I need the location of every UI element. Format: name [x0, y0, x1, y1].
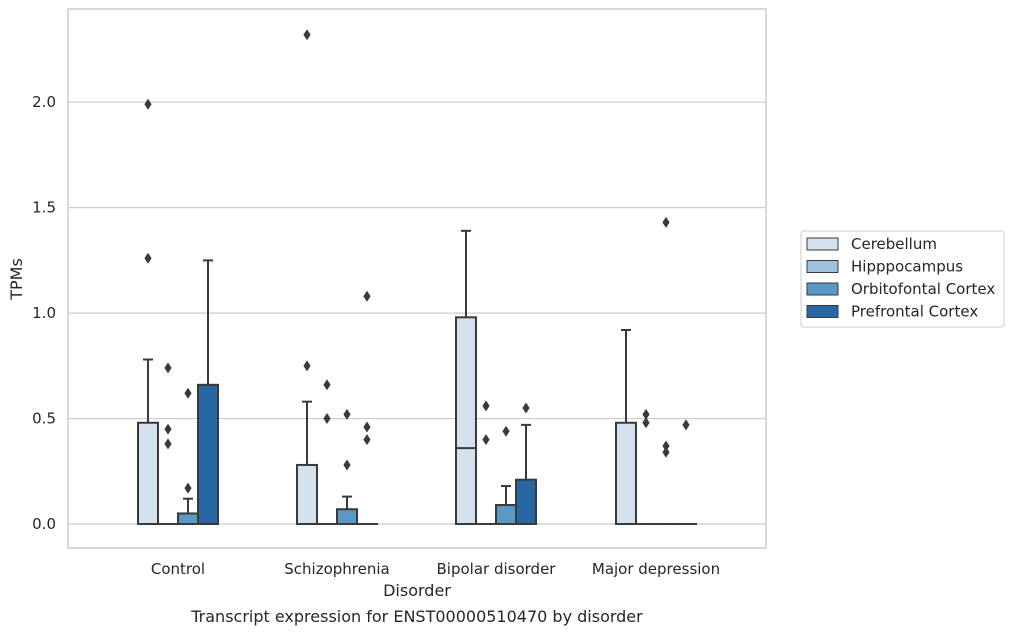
grid-lines — [68, 101, 766, 525]
box-group — [675, 419, 697, 526]
legend-swatch — [806, 305, 839, 318]
box-group — [475, 400, 497, 526]
box — [137, 421, 159, 526]
outlier-point — [323, 413, 331, 425]
y-tick-labels: 0.0 0.5 1.0 1.5 2.0 — [32, 93, 56, 533]
outlier-point — [144, 98, 152, 110]
legend-label: Prefrontal Cortex — [851, 303, 978, 321]
outlier-point — [522, 402, 530, 414]
legend-label: Cerebellum — [851, 235, 937, 253]
outlier-point — [482, 400, 490, 412]
x-tick-label: Schizophrenia — [284, 560, 389, 578]
series-1 — [157, 362, 657, 526]
outlier-point — [502, 425, 510, 437]
x-tick-label: Bipolar disorder — [437, 560, 557, 578]
box — [336, 508, 358, 525]
box-group — [137, 98, 159, 526]
legend-item: Cerebellum — [806, 235, 937, 253]
y-tick-label: 0.0 — [32, 515, 56, 533]
box — [615, 421, 637, 526]
outlier-point — [323, 379, 331, 391]
outlier-point — [482, 434, 490, 446]
legend-frame — [800, 230, 1005, 328]
box-group — [635, 408, 657, 526]
outlier-point — [164, 362, 172, 374]
box-group — [655, 216, 677, 526]
box — [296, 463, 318, 525]
legend-swatch — [806, 260, 839, 273]
outlier-point — [184, 387, 192, 399]
legend: Cerebellum Hipppocampus Orbitofontal Corte… — [800, 230, 1005, 328]
series-2 — [177, 216, 677, 526]
outlier-point — [343, 408, 351, 420]
box-group — [197, 259, 219, 525]
box-group — [356, 290, 378, 526]
box — [197, 383, 219, 525]
box-group — [615, 328, 637, 526]
box-group — [455, 229, 477, 525]
outlier-point — [363, 434, 371, 446]
box-group — [296, 29, 318, 525]
x-tick-label: Major depression — [592, 560, 720, 578]
box-group — [177, 387, 199, 526]
outlier-point — [642, 417, 650, 429]
legend-swatch — [806, 237, 839, 251]
outlier-point — [363, 421, 371, 433]
box — [495, 504, 517, 526]
box — [177, 512, 199, 526]
legend-item: Orbitofontal Cortex — [806, 280, 995, 298]
legend-item: Prefrontal Cortex — [806, 303, 978, 321]
outlier-point — [343, 459, 351, 471]
outlier-point — [303, 360, 311, 372]
outlier-point — [662, 440, 670, 452]
y-tick-label: 1.0 — [32, 304, 56, 322]
outlier-point — [363, 290, 371, 302]
legend-label: Orbitofontal Cortex — [851, 280, 995, 298]
y-axis-title: TPMs — [7, 258, 26, 301]
y-tick-label: 0.5 — [32, 410, 56, 428]
outlier-point — [642, 408, 650, 420]
box-group — [316, 379, 338, 526]
x-tick-labels: Control Schizophrenia Bipolar disorder Majo… — [151, 560, 720, 578]
plot-frame — [67, 8, 767, 549]
box-group — [515, 402, 537, 525]
outlier-point — [184, 482, 192, 494]
y-tick-label: 2.0 — [32, 93, 56, 111]
outlier-point — [164, 438, 172, 450]
box-group — [157, 362, 179, 526]
box-group — [495, 425, 517, 526]
boxes — [137, 29, 697, 526]
x-tick-label: Control — [151, 560, 205, 578]
outlier-point — [682, 419, 690, 431]
outlier-point — [662, 216, 670, 228]
box-group — [336, 408, 358, 525]
box — [515, 478, 537, 525]
box — [455, 316, 477, 525]
series-0 — [137, 29, 637, 526]
outlier-point — [144, 252, 152, 264]
outlier-point — [303, 29, 311, 41]
chart-title: Transcript expression for ENST0000051047… — [190, 607, 643, 626]
outlier-point — [662, 446, 670, 458]
legend-swatch — [806, 282, 839, 296]
series-3 — [197, 259, 697, 526]
legend-label: Hipppocampus — [851, 258, 963, 276]
legend-item: Hipppocampus — [806, 258, 963, 276]
outlier-point — [164, 423, 172, 435]
x-axis-title: Disorder — [383, 581, 451, 600]
y-tick-label: 1.5 — [32, 199, 56, 217]
